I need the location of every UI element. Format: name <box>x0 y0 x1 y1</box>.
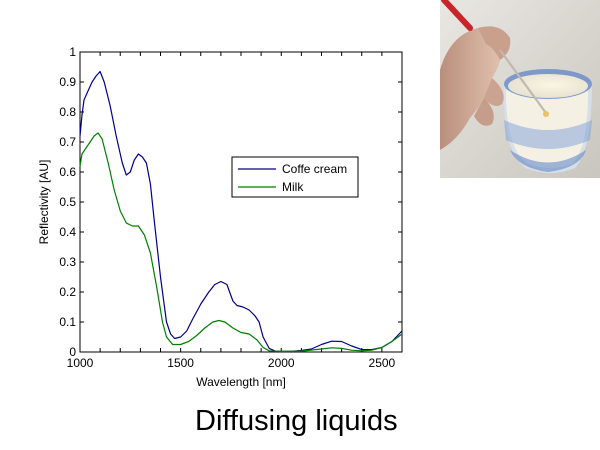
x-tick-label: 2000 <box>268 356 295 370</box>
y-tick-label: 0.9 <box>59 75 76 89</box>
y-tick-label: 1 <box>69 45 76 59</box>
series-lines <box>79 70 403 352</box>
y-tick-label: 0.4 <box>59 225 76 239</box>
legend-label-coffe-cream: Coffe cream <box>282 162 347 176</box>
legend: Coffe cream Milk <box>231 156 359 198</box>
y-axis-title: Reflectivity [AU] <box>37 160 51 245</box>
slide-title: Diffusing liquids <box>195 405 398 437</box>
milk-glass-photo <box>440 0 600 178</box>
y-tick-label: 0.5 <box>59 195 76 209</box>
plot-area <box>79 51 403 353</box>
reflectivity-chart: 1000 1500 2000 2500 0 0.1 0.2 0.3 0.4 0.5 0.6 0.7 0.… <box>37 45 403 389</box>
legend-box <box>231 156 359 198</box>
x-tick-label: 1500 <box>167 356 194 370</box>
y-tick-label: 0.3 <box>59 255 76 269</box>
y-tick-label: 0.2 <box>59 285 76 299</box>
legend-label-milk: Milk <box>282 180 304 194</box>
y-tick-label: 0.8 <box>59 105 76 119</box>
x-axis-title: Wavelength [nm] <box>196 375 286 389</box>
y-tick-label: 0.1 <box>59 315 76 329</box>
y-tick-label: 0.6 <box>59 165 76 179</box>
x-tick-label: 1000 <box>67 356 94 370</box>
series-line-coffe-cream <box>79 70 403 352</box>
y-tick-label: 0.7 <box>59 135 76 149</box>
y-tick-label: 0 <box>69 345 76 359</box>
series-line-milk <box>79 132 403 352</box>
x-tick-label: 2500 <box>369 356 396 370</box>
axis-ticks: 1000 1500 2000 2500 0 0.1 0.2 0.3 0.4 0.5 0.6 0.7 0.… <box>59 45 403 370</box>
